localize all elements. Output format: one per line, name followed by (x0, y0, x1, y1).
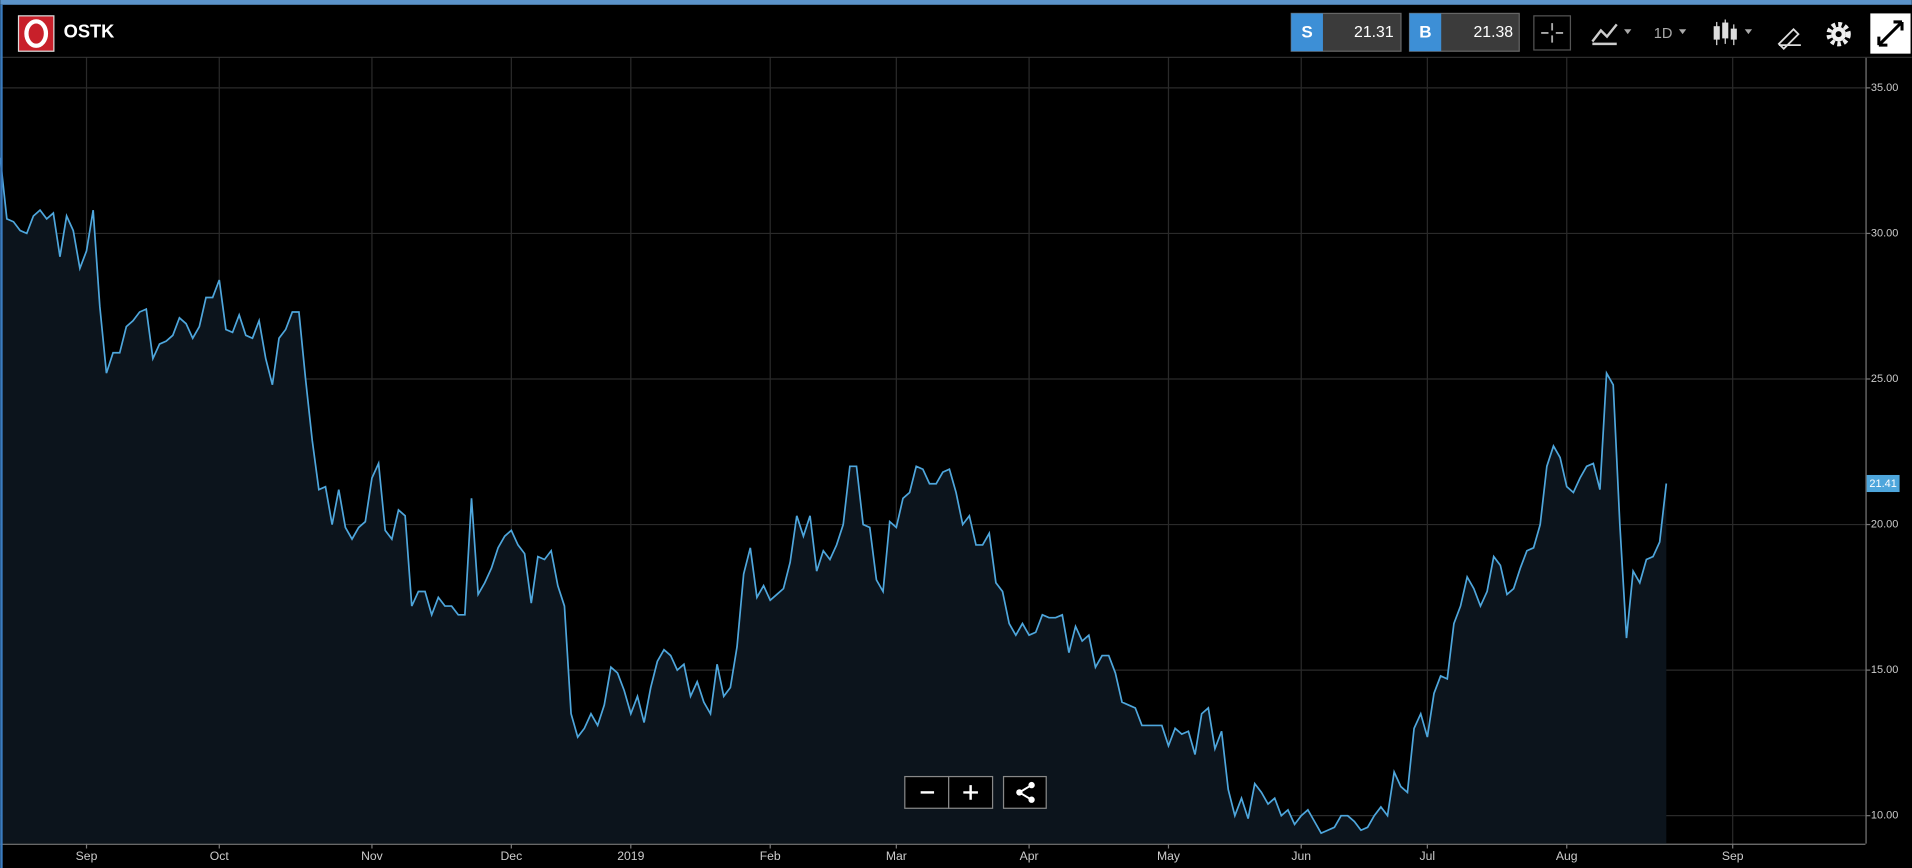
buy-label[interactable]: B (1419, 22, 1431, 41)
x-tick-label: Jun (1291, 849, 1311, 863)
fullscreen-button[interactable] (1870, 13, 1911, 54)
x-tick-label: Aug (1556, 849, 1578, 863)
draw-icon[interactable] (1777, 27, 1801, 51)
gear-teeth[interactable] (1826, 21, 1851, 47)
candle-icon[interactable] (1713, 19, 1737, 46)
x-tick-label: 2019 (617, 849, 644, 863)
symbol: OSTK (64, 21, 116, 42)
share-button[interactable] (1002, 775, 1047, 809)
fullscreen-icon[interactable] (1877, 20, 1904, 47)
x-tick-label: Oct (210, 849, 230, 863)
y-tick-label: 25.00 (1871, 373, 1898, 385)
x-tick-label: Mar (886, 849, 907, 863)
left-border (0, 4, 3, 868)
crosshair-box[interactable] (1533, 15, 1572, 51)
settings-button[interactable] (1826, 21, 1851, 47)
area (0, 157, 1667, 844)
line-type-caret[interactable] (1624, 29, 1632, 35)
y-tick-label: 15.00 (1871, 664, 1898, 676)
x-tick-label: Nov (361, 849, 384, 863)
line-type-icon[interactable] (1591, 23, 1618, 46)
sell-price[interactable]: 21.31 (1354, 24, 1394, 41)
crosshair-button[interactable] (1533, 15, 1572, 51)
x-tick-label: Apr (1020, 849, 1039, 863)
candle-caret[interactable] (1744, 29, 1753, 35)
y-tick-label: 30.00 (1871, 227, 1898, 239)
buy-button[interactable]: B 21.38 (1408, 12, 1520, 52)
y-tick-label: 35.00 (1871, 82, 1898, 94)
share-dot[interactable] (1028, 781, 1035, 789)
sell-label[interactable]: S (1301, 22, 1312, 41)
x-tick-label: Sep (76, 849, 98, 863)
interval[interactable]: 1D (1654, 26, 1673, 42)
toolbar (0, 4, 1912, 58)
x-tick-label: Dec (500, 849, 522, 863)
y-tick-label: 10.00 (1871, 810, 1898, 822)
buy-price[interactable]: 21.38 (1474, 24, 1514, 41)
x-tick-label: Jul (1420, 849, 1436, 863)
buy-tag[interactable] (1409, 13, 1442, 52)
zoom-controls[interactable] (904, 775, 1047, 809)
last-price-label: 21.41 (1869, 478, 1896, 490)
last-price-badge (1866, 474, 1900, 493)
zoom-in-button[interactable] (948, 775, 994, 809)
share-dot[interactable] (1028, 796, 1035, 803)
plot: 10.00 15.00 20.00 25.00 30.00 35.00 Sep Oct Nov D… (0, 57, 1912, 868)
top-border (0, 0, 1912, 5)
sell-tag[interactable] (1291, 13, 1323, 52)
x-tick-label: Feb (760, 849, 781, 863)
price-line (0, 157, 1668, 835)
share-dot[interactable] (1016, 789, 1023, 796)
interval-caret[interactable] (1678, 29, 1687, 35)
x-tick-label: Sep (1722, 849, 1744, 863)
zoom-in-icon[interactable] (963, 785, 978, 800)
x-tick-label: May (1157, 849, 1181, 863)
axis-panel (1865, 57, 1912, 868)
y-tick-label: 20.00 (1871, 518, 1898, 530)
logo-ring (24, 19, 49, 48)
sell-button[interactable]: S 21.31 (1290, 12, 1402, 52)
gear-hole[interactable] (1835, 31, 1842, 38)
crosshair-icon[interactable] (1541, 23, 1564, 43)
